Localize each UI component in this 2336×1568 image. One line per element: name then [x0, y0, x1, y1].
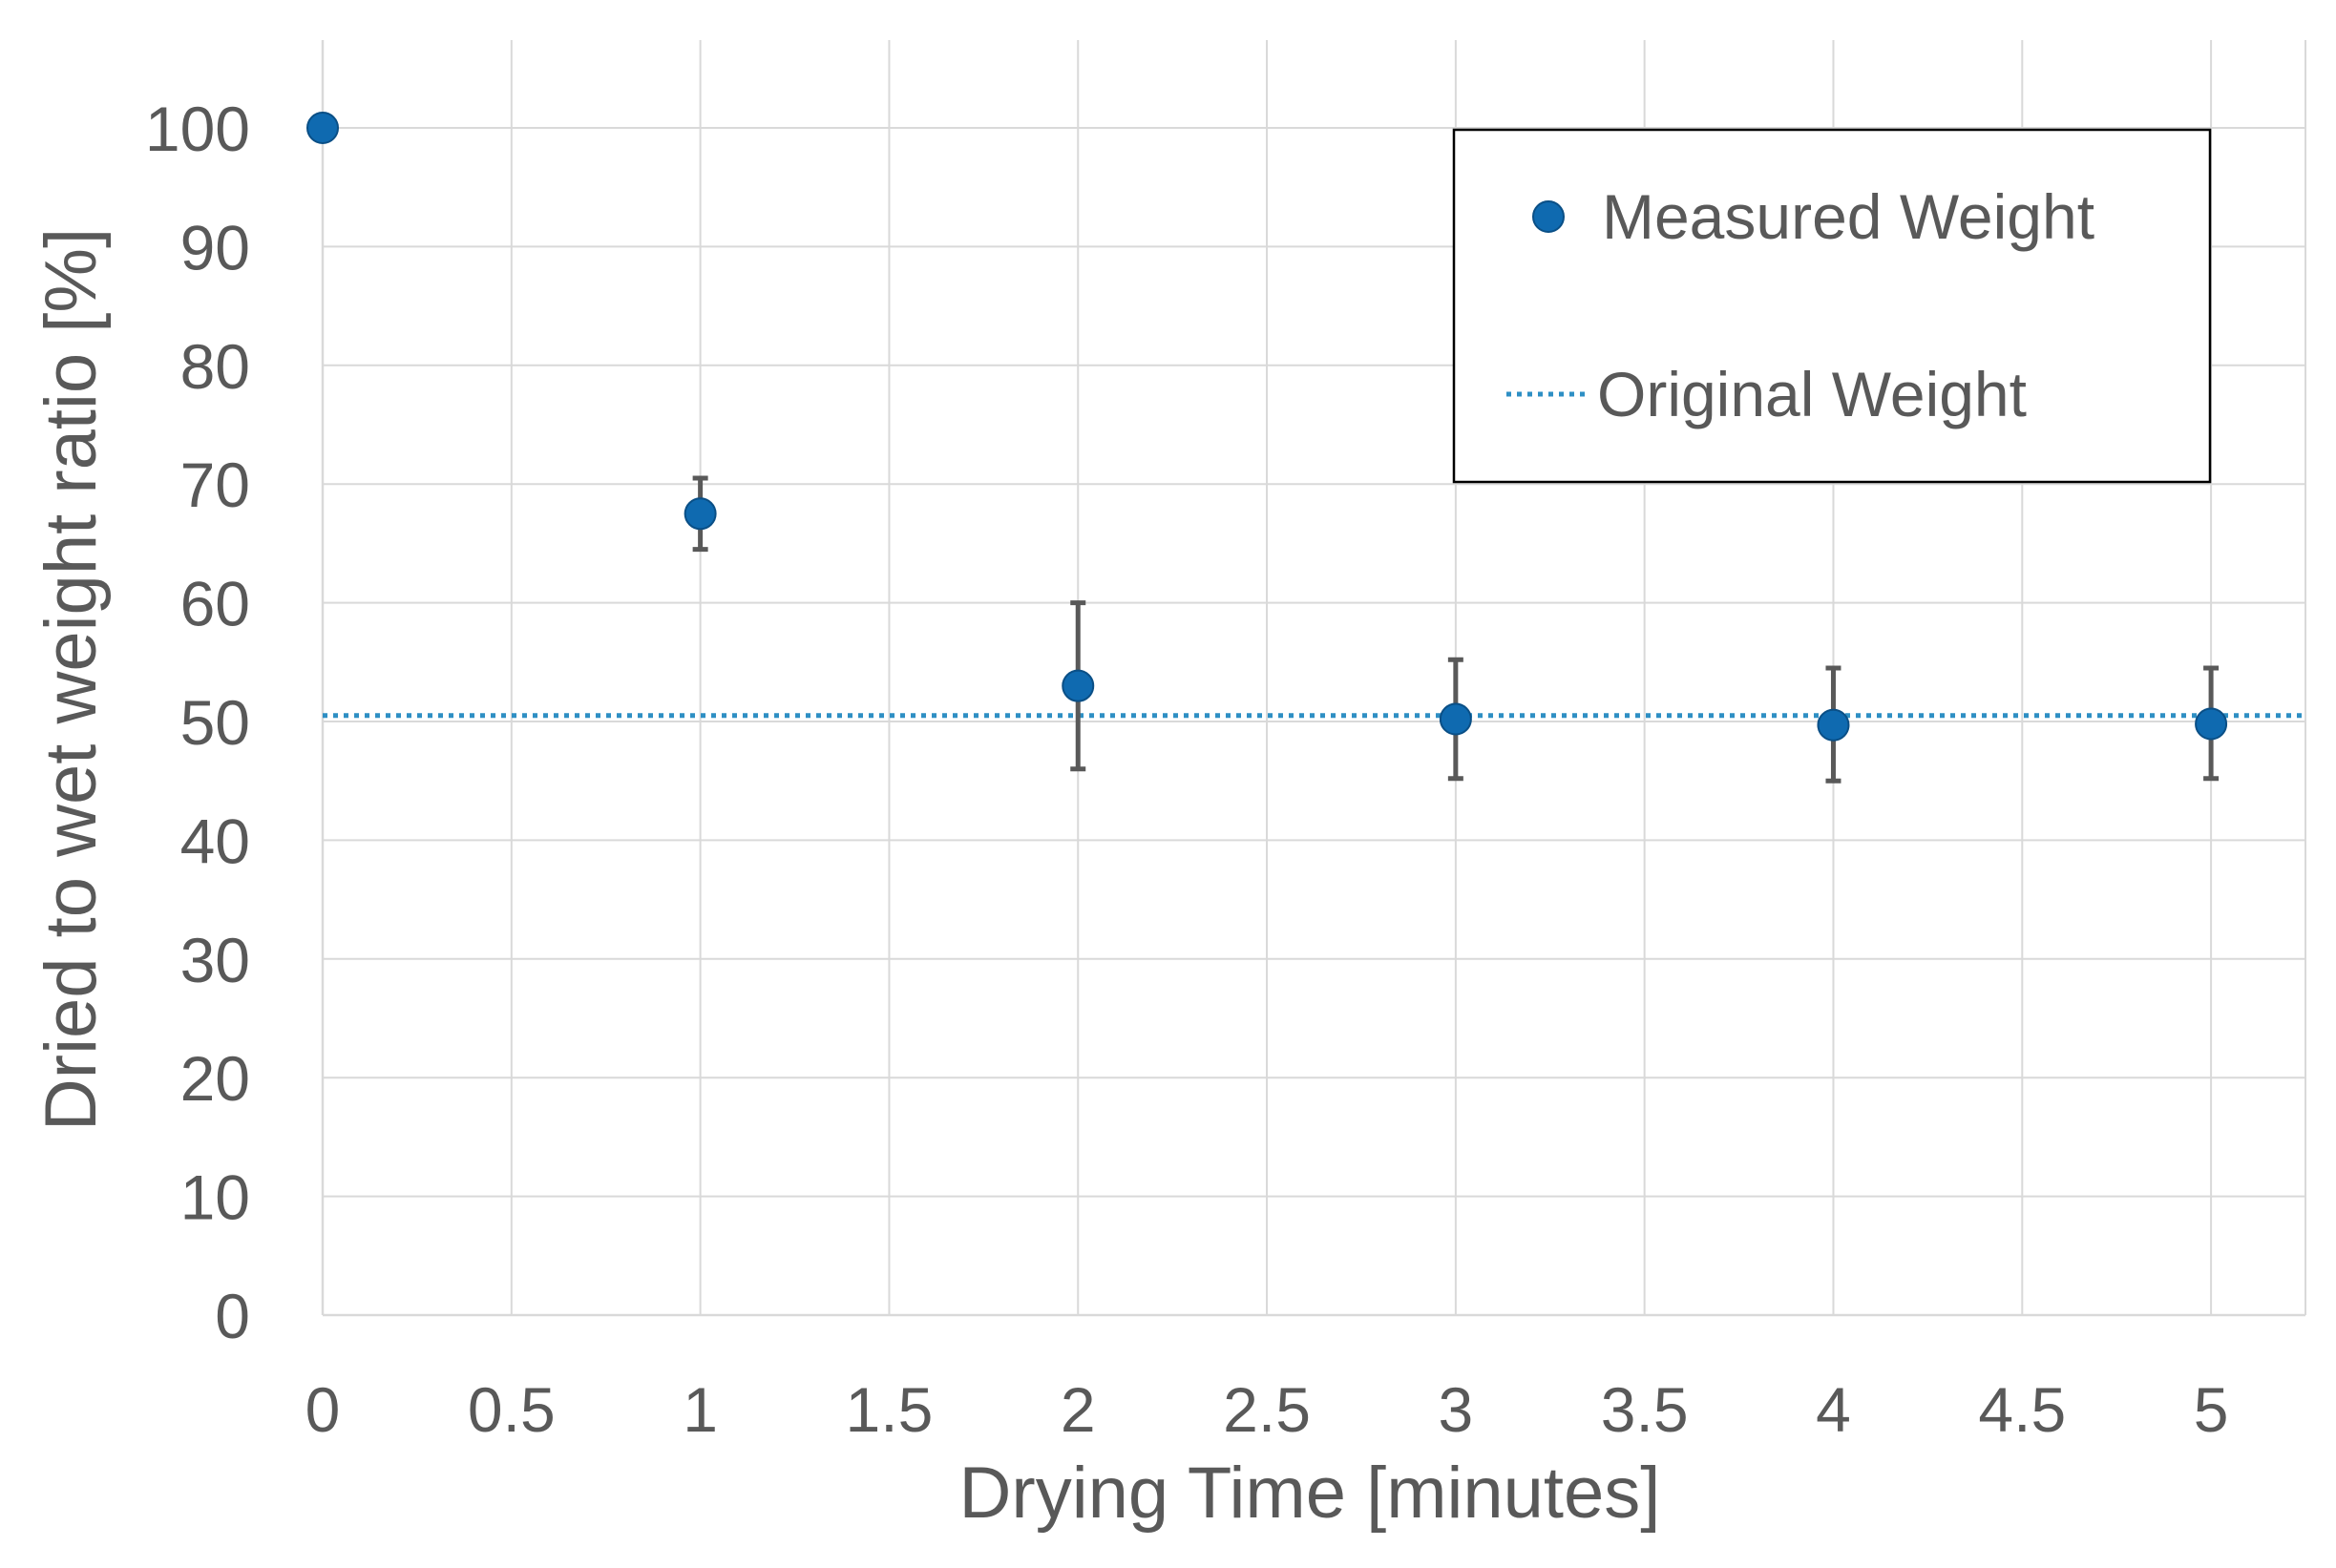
legend-marker-measured-weight [1532, 200, 1565, 233]
y-tick-label-8: 80 [180, 331, 250, 402]
data-point-4 [1817, 708, 1850, 742]
y-tick-label-7: 70 [180, 449, 250, 520]
x-tick-labels: 0 0.5 1 1.5 2 2.5 3 3.5 4 4.5 5 [305, 1374, 2229, 1445]
y-tick-label-2: 20 [180, 1043, 250, 1114]
x-tick-label-6: 3 [1438, 1374, 1473, 1445]
x-tick-label-8: 4 [1816, 1374, 1851, 1445]
y-tick-label-6: 60 [180, 569, 250, 639]
y-tick-labels: 0 10 20 30 40 50 60 70 80 90 100 [145, 94, 250, 1351]
x-tick-label-2: 1 [683, 1374, 718, 1445]
y-tick-label-0: 0 [215, 1281, 250, 1351]
y-tick-label-9: 90 [180, 212, 250, 282]
legend: Measured Weight Original Weight [1452, 128, 2212, 484]
y-tick-label-1: 10 [180, 1162, 250, 1233]
x-tick-label-10: 5 [2194, 1374, 2229, 1445]
data-point-1 [684, 497, 717, 531]
x-tick-label-7: 3.5 [1601, 1374, 1689, 1445]
x-tick-label-3: 1.5 [846, 1374, 934, 1445]
legend-label-measured-weight: Measured Weight [1602, 181, 2094, 252]
x-tick-label-0: 0 [305, 1374, 341, 1445]
x-axis-title: Drying Time [minutes] [959, 1453, 1661, 1534]
legend-label-original-weight: Original Weight [1597, 359, 2027, 429]
data-point-3 [1439, 702, 1472, 736]
data-point-0 [306, 112, 339, 144]
data-point-5 [2195, 707, 2228, 741]
y-tick-label-5: 50 [180, 687, 250, 758]
x-tick-label-5: 2.5 [1223, 1374, 1311, 1445]
y-tick-label-3: 30 [180, 925, 250, 995]
x-tick-label-1: 0.5 [468, 1374, 556, 1445]
data-points [306, 112, 2228, 742]
x-tick-label-9: 4.5 [1978, 1374, 2066, 1445]
grid [321, 40, 2306, 1317]
legend-box [1452, 128, 2212, 484]
y-tick-label-4: 40 [180, 805, 250, 876]
data-point-2 [1062, 669, 1095, 702]
x-tick-label-4: 2 [1061, 1374, 1096, 1445]
y-tick-label-10: 100 [145, 94, 250, 164]
y-axis-title: Dried to wet weight ratio [%] [31, 228, 112, 1131]
